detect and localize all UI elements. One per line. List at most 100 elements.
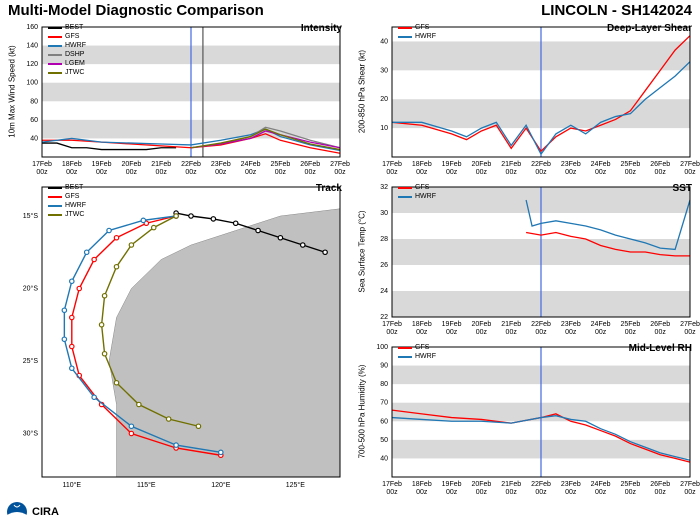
svg-text:00z: 00z — [684, 489, 696, 496]
svg-text:24Feb: 24Feb — [591, 161, 611, 168]
svg-text:00z: 00z — [156, 169, 168, 176]
svg-text:00z: 00z — [684, 329, 696, 336]
legend-item: HWRF — [398, 352, 436, 361]
svg-text:00z: 00z — [446, 329, 458, 336]
cira-label: CIRA — [32, 506, 59, 518]
legend-label: JTWC — [65, 68, 84, 77]
svg-text:30°S: 30°S — [23, 430, 39, 438]
svg-text:20Feb: 20Feb — [471, 481, 491, 488]
legend-item: LGEM — [48, 59, 86, 68]
svg-text:25Feb: 25Feb — [620, 481, 640, 488]
svg-text:22Feb: 22Feb — [531, 481, 551, 488]
svg-text:30: 30 — [380, 67, 388, 74]
legend-item: JTWC — [48, 210, 86, 219]
svg-text:00z: 00z — [595, 489, 607, 496]
svg-text:23Feb: 23Feb — [561, 321, 581, 328]
svg-text:17Feb: 17Feb — [382, 321, 402, 328]
svg-text:00z: 00z — [535, 169, 547, 176]
legend: BESTGFSHWRFJTWC — [48, 183, 86, 219]
svg-text:40: 40 — [380, 455, 388, 462]
svg-text:30: 30 — [380, 210, 388, 217]
svg-text:22Feb: 22Feb — [181, 161, 201, 168]
svg-text:00z: 00z — [476, 489, 488, 496]
legend-label: GFS — [415, 343, 429, 352]
svg-text:27Feb: 27Feb — [330, 161, 350, 168]
svg-text:20°S: 20°S — [23, 285, 39, 293]
ylabel: 700-500 hPa Humidity (%) — [358, 347, 367, 477]
legend-item: HWRF — [398, 32, 436, 41]
svg-text:00z: 00z — [565, 329, 577, 336]
legend-item: GFS — [398, 183, 436, 192]
svg-text:00z: 00z — [416, 489, 428, 496]
svg-text:110°E: 110°E — [62, 481, 81, 489]
svg-text:26: 26 — [380, 262, 388, 269]
svg-text:20: 20 — [380, 96, 388, 103]
svg-text:00z: 00z — [625, 329, 637, 336]
svg-text:00z: 00z — [245, 169, 257, 176]
svg-text:15°S: 15°S — [23, 212, 39, 220]
svg-text:00z: 00z — [684, 169, 696, 176]
svg-text:00z: 00z — [476, 329, 488, 336]
svg-text:00z: 00z — [595, 329, 607, 336]
svg-text:32: 32 — [380, 184, 388, 191]
svg-text:27Feb: 27Feb — [680, 321, 700, 328]
legend-swatch — [48, 205, 62, 207]
svg-text:21Feb: 21Feb — [151, 161, 171, 168]
noaa-icon — [6, 501, 28, 523]
panel-subtitle: Intensity — [301, 23, 342, 34]
sst-panel: 22242628303217Feb00z18Feb00z19Feb00z20Fe… — [350, 179, 700, 339]
svg-text:28: 28 — [380, 236, 388, 243]
svg-text:18Feb: 18Feb — [412, 161, 432, 168]
svg-text:17Feb: 17Feb — [382, 161, 402, 168]
legend-swatch — [398, 196, 412, 198]
svg-text:60: 60 — [30, 117, 38, 124]
svg-text:00z: 00z — [66, 169, 78, 176]
legend-item: HWRF — [48, 41, 86, 50]
legend-label: HWRF — [415, 32, 436, 41]
legend-item: HWRF — [398, 192, 436, 201]
svg-text:00z: 00z — [334, 169, 346, 176]
svg-text:10: 10 — [380, 125, 388, 132]
legend-label: JTWC — [65, 210, 84, 219]
svg-text:00z: 00z — [446, 169, 458, 176]
svg-text:120°E: 120°E — [211, 481, 230, 489]
storm-id: LINCOLN - SH142024 — [541, 2, 692, 19]
svg-text:24Feb: 24Feb — [241, 161, 261, 168]
svg-text:18Feb: 18Feb — [412, 481, 432, 488]
svg-text:23Feb: 23Feb — [561, 161, 581, 168]
legend-swatch — [48, 36, 62, 38]
svg-text:20Feb: 20Feb — [471, 321, 491, 328]
svg-text:120: 120 — [26, 61, 38, 68]
legend-swatch — [48, 27, 62, 29]
svg-text:19Feb: 19Feb — [442, 481, 462, 488]
svg-text:23Feb: 23Feb — [211, 161, 231, 168]
legend-swatch — [398, 347, 412, 349]
legend-item: GFS — [48, 32, 86, 41]
legend-label: HWRF — [415, 192, 436, 201]
track-panel: 110°E115°E120°E125°E15°S20°S25°S30°STrac… — [0, 179, 350, 499]
legend-swatch — [48, 63, 62, 65]
svg-text:00z: 00z — [416, 169, 428, 176]
svg-text:80: 80 — [380, 381, 388, 388]
svg-text:25Feb: 25Feb — [620, 161, 640, 168]
panel-subtitle: Deep-Layer Shear — [607, 23, 692, 34]
svg-text:20Feb: 20Feb — [471, 161, 491, 168]
svg-text:18Feb: 18Feb — [412, 321, 432, 328]
svg-text:80: 80 — [30, 98, 38, 105]
svg-text:25°S: 25°S — [23, 357, 39, 365]
ylabel: Sea Surface Temp (°C) — [358, 187, 367, 317]
legend: BESTGFSHWRFDSHPLGEMJTWC — [48, 23, 86, 77]
legend-swatch — [398, 356, 412, 358]
svg-text:18Feb: 18Feb — [62, 161, 82, 168]
svg-text:00z: 00z — [655, 169, 667, 176]
svg-text:40: 40 — [380, 38, 388, 45]
svg-text:25Feb: 25Feb — [620, 321, 640, 328]
legend-item: HWRF — [48, 201, 86, 210]
svg-text:00z: 00z — [386, 169, 398, 176]
legend: GFSHWRF — [398, 343, 436, 361]
legend-swatch — [48, 196, 62, 198]
svg-text:00z: 00z — [446, 489, 458, 496]
legend: GFSHWRF — [398, 183, 436, 201]
svg-text:00z: 00z — [416, 329, 428, 336]
svg-text:100: 100 — [26, 80, 38, 87]
